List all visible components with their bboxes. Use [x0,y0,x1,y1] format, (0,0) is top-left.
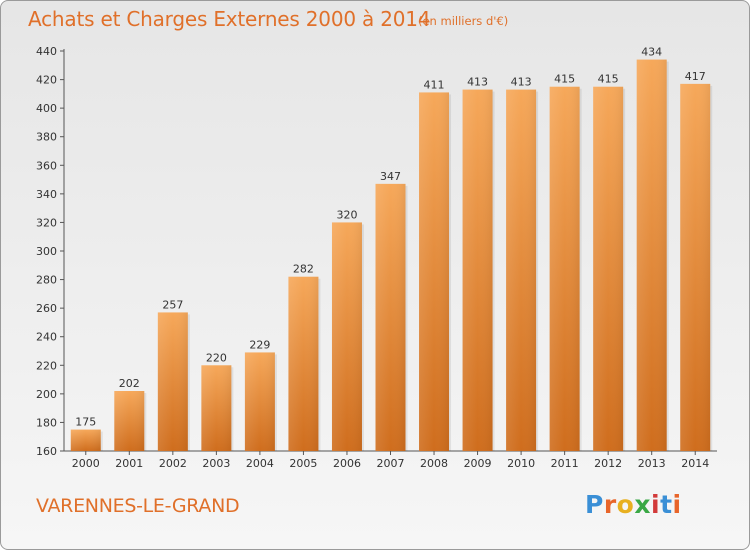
bar-shine [462,89,493,452]
data-label: 417 [685,70,706,83]
data-label: 229 [249,338,270,351]
y-tick-label: 160 [36,445,57,458]
location-label: VARENNES-LE-GRAND [36,495,240,517]
bar-shine [331,222,362,451]
x-tick-label: 2012 [594,457,622,470]
bar-shine [244,352,275,451]
y-tick-label: 260 [36,302,57,315]
y-tick-label: 400 [36,102,57,115]
data-label: 415 [554,73,575,86]
x-tick-label: 2009 [464,457,492,470]
data-label: 434 [641,46,662,59]
x-tick-label: 2008 [420,457,448,470]
bar-shine [288,276,319,451]
bar-shine [593,86,624,451]
logo-letter: i [672,490,682,519]
data-label: 413 [467,76,488,89]
logo-letter: r [603,490,617,519]
y-tick-label: 380 [36,131,57,144]
y-tick-label: 220 [36,359,57,372]
y-tick-label: 360 [36,159,57,172]
y-tick-label: 420 [36,74,57,87]
x-tick-label: 2003 [202,457,230,470]
bar-shine [636,59,667,451]
data-label: 320 [336,208,357,221]
y-tick-label: 300 [36,245,57,258]
x-tick-label: 2013 [638,457,666,470]
data-label: 415 [598,73,619,86]
data-label: 347 [380,170,401,183]
y-tick-label: 340 [36,188,57,201]
bar-shine [419,92,450,451]
bar-shine [157,312,188,451]
data-label: 411 [424,78,445,91]
data-label: 175 [75,416,96,429]
y-tick-label: 320 [36,216,57,229]
x-tick-label: 2014 [681,457,709,470]
x-tick-label: 2006 [333,457,361,470]
data-label: 202 [119,377,140,390]
y-tick-label: 240 [36,331,57,344]
data-label: 257 [162,298,183,311]
y-tick-label: 180 [36,416,57,429]
logo-letter: t [660,490,673,519]
x-tick-label: 2010 [507,457,535,470]
x-tick-label: 2007 [377,457,405,470]
bar-shine [549,86,580,451]
logo-letter: P [585,490,604,519]
y-tick-label: 440 [36,45,57,58]
bar-shine [114,391,145,451]
x-tick-label: 2005 [289,457,317,470]
axes: 160 180 200 220 240 260 280 300 320 340 360 380 400 4… [36,45,717,470]
y-tick-label: 280 [36,274,57,287]
bar-shine [680,83,711,451]
bar-shine [375,183,406,451]
chart-title: Achats et Charges Externes 2000 à 2014 [28,7,431,31]
data-label: 413 [511,76,532,89]
bar-shine [506,89,537,452]
proxiti-logo: Proxiti [585,490,682,519]
x-tick-label: 2011 [551,457,579,470]
x-tick-label: 2004 [246,457,274,470]
bar-shine [70,429,101,451]
logo-letter: x [634,490,651,519]
data-label: 220 [206,351,227,364]
x-tick-label: 2002 [159,457,187,470]
bar-shine [201,365,232,451]
chart-subtitle: (en milliers d'€) [418,14,509,28]
x-tick-label: 2001 [115,457,143,470]
logo-letter: o [616,490,635,519]
x-tick-label: 2000 [72,457,100,470]
data-label: 282 [293,263,314,276]
bars-group: 175 202 257 220 229 282 320 347 411 413 413 415 415 4… [70,46,713,452]
y-tick-label: 200 [36,388,57,401]
logo-letter: i [651,490,661,519]
